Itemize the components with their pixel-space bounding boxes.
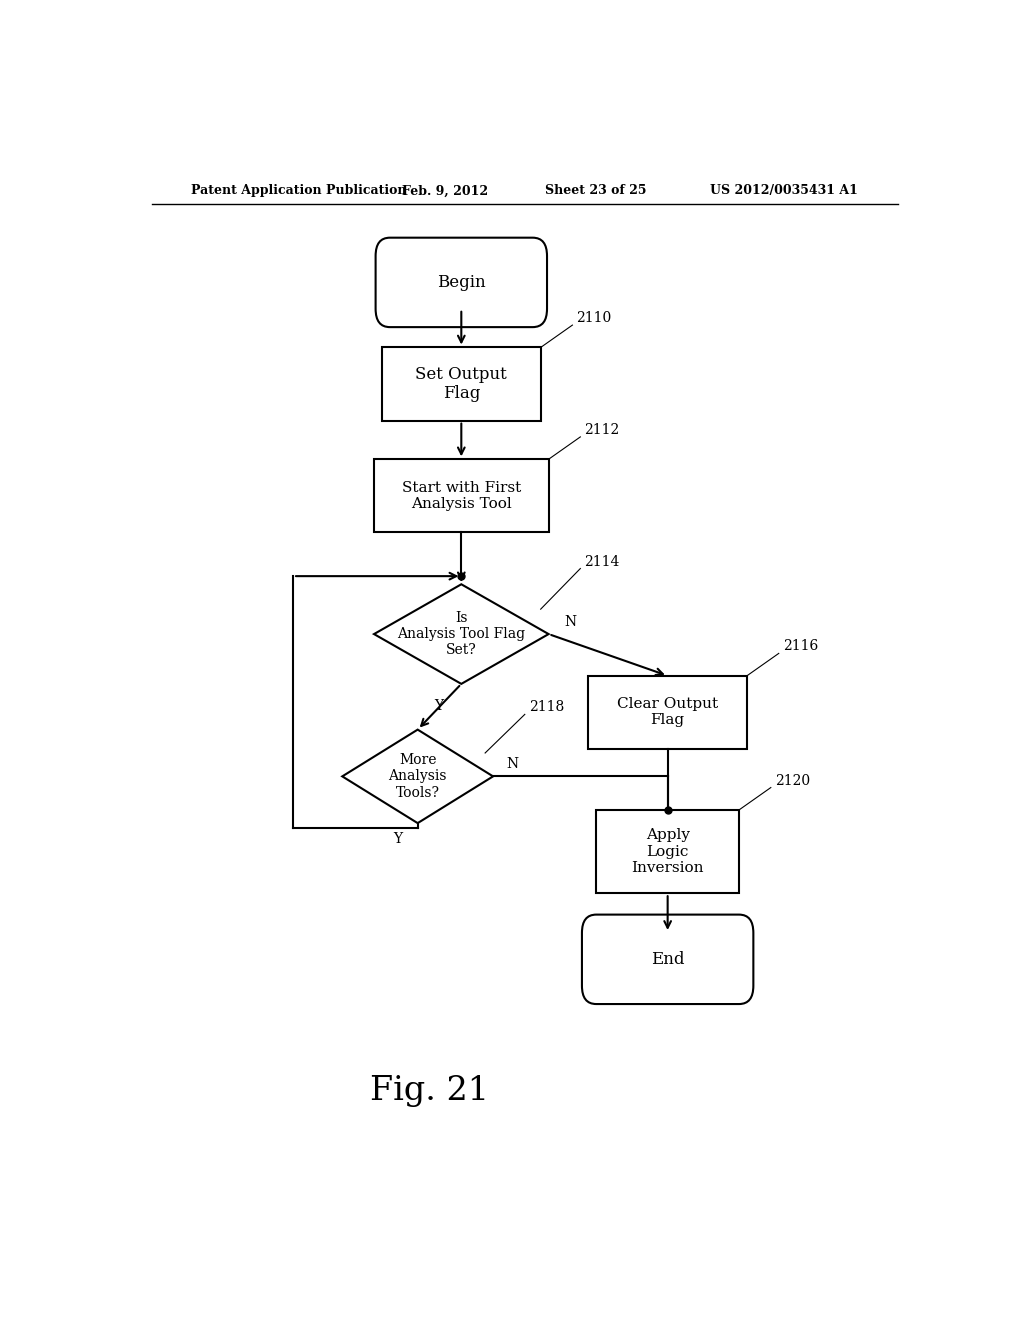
Text: US 2012/0035431 A1: US 2012/0035431 A1: [711, 185, 858, 198]
Text: N: N: [565, 615, 577, 628]
Text: 2120: 2120: [775, 774, 810, 788]
Polygon shape: [374, 585, 549, 684]
Text: Begin: Begin: [437, 275, 485, 290]
Text: Y: Y: [393, 833, 402, 846]
Text: Set Output
Flag: Set Output Flag: [416, 366, 507, 403]
Text: More
Analysis
Tools?: More Analysis Tools?: [388, 754, 446, 800]
Text: Clear Output
Flag: Clear Output Flag: [617, 697, 718, 727]
Text: Fig. 21: Fig. 21: [370, 1076, 489, 1107]
Text: Sheet 23 of 25: Sheet 23 of 25: [546, 185, 647, 198]
Bar: [596, 810, 739, 894]
Text: End: End: [651, 950, 684, 968]
Text: Start with First
Analysis Tool: Start with First Analysis Tool: [401, 480, 521, 511]
Text: 2116: 2116: [782, 639, 818, 653]
Text: 2112: 2112: [585, 422, 620, 437]
Text: 2114: 2114: [585, 554, 620, 569]
FancyBboxPatch shape: [582, 915, 754, 1005]
Text: Is
Analysis Tool Flag
Set?: Is Analysis Tool Flag Set?: [397, 611, 525, 657]
Bar: [382, 347, 541, 421]
Text: Feb. 9, 2012: Feb. 9, 2012: [402, 185, 488, 198]
Text: 2110: 2110: [577, 312, 611, 325]
Bar: [588, 676, 748, 748]
Text: 2118: 2118: [528, 701, 564, 714]
Polygon shape: [342, 730, 494, 824]
Text: Y: Y: [434, 700, 443, 713]
Text: Patent Application Publication: Patent Application Publication: [191, 185, 407, 198]
Bar: [374, 459, 549, 532]
Text: N: N: [507, 758, 519, 771]
FancyBboxPatch shape: [376, 238, 547, 327]
Text: Apply
Logic
Inversion: Apply Logic Inversion: [632, 829, 703, 875]
